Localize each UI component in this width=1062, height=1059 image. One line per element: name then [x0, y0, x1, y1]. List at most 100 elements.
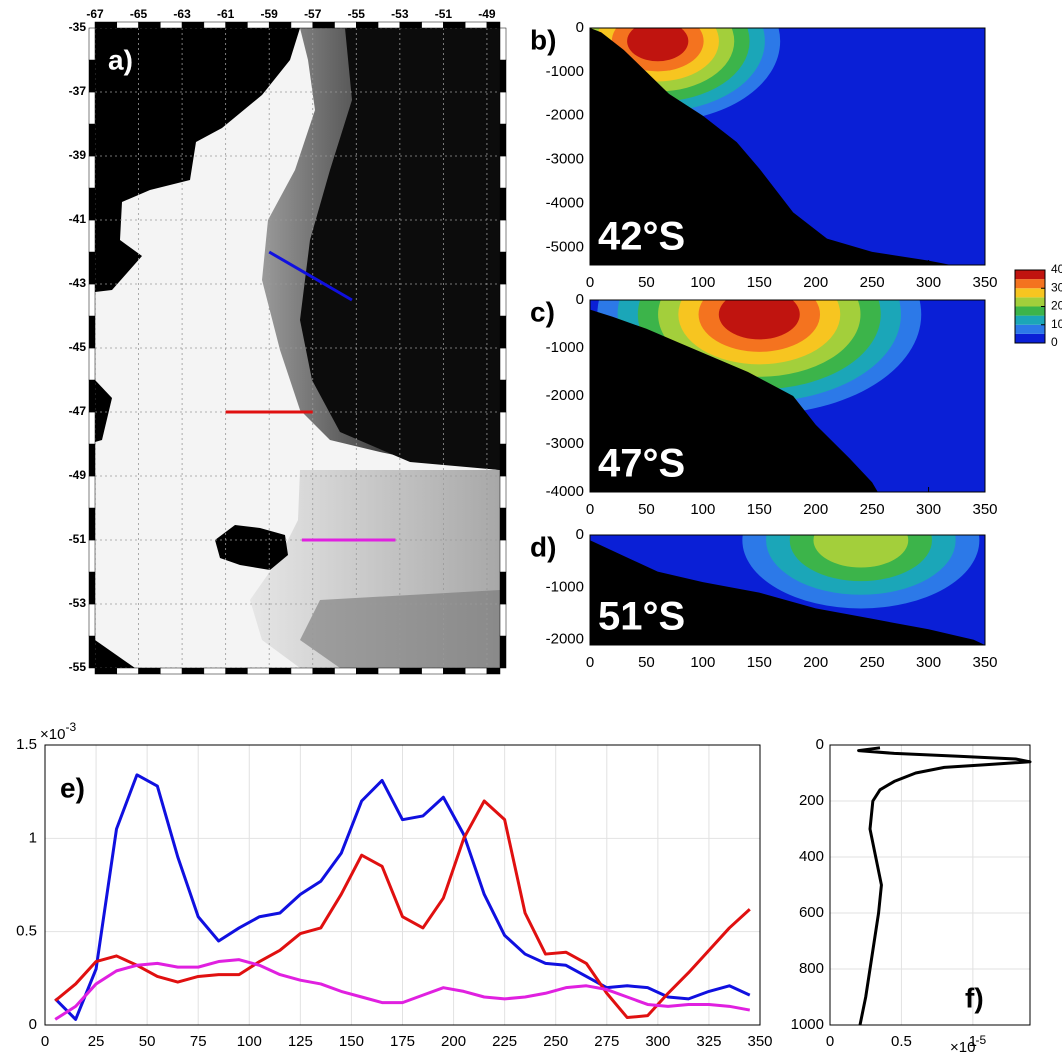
- contour-band: [718, 300, 800, 340]
- frame-segment: [464, 21, 488, 29]
- x-tick-label: 150: [747, 274, 772, 291]
- x-tick-label: 0: [586, 274, 594, 291]
- frame-segment: [334, 667, 357, 675]
- frame-segment: [88, 507, 96, 541]
- x-tick-label: 1: [969, 1033, 977, 1050]
- land: [95, 28, 300, 292]
- bathymetry: [590, 540, 985, 645]
- x-tick-label: 125: [288, 1033, 313, 1050]
- multiplier-base: ×10: [950, 1039, 975, 1056]
- axes-frame: [589, 534, 986, 646]
- colorbar-band: [1015, 324, 1045, 334]
- frame-segment: [247, 667, 270, 675]
- frame-segment: [421, 667, 444, 675]
- section-title: 51°S: [598, 595, 685, 639]
- section-title: 47°S: [598, 442, 685, 486]
- y-tick-label: 0: [576, 526, 584, 543]
- x-tick-label: 300: [916, 274, 941, 291]
- x-tick-label: 100: [237, 1033, 262, 1050]
- frame-segment: [499, 27, 507, 61]
- frame-segment: [290, 667, 313, 675]
- y-tick-label: -55: [69, 660, 87, 674]
- frame-segment: [247, 21, 270, 29]
- x-tick-label: 100: [690, 274, 715, 291]
- frame-segment: [499, 411, 507, 445]
- y-tick-label: -39: [69, 148, 87, 162]
- frame-segment: [312, 667, 335, 675]
- frame-segment: [464, 667, 488, 675]
- frame-segment: [499, 635, 507, 669]
- colorbar-band: [1015, 306, 1045, 316]
- axis-multiplier: ×10-5: [950, 1033, 986, 1056]
- frame-segment: [356, 21, 379, 29]
- frame-segment: [499, 187, 507, 221]
- axes-frame: [829, 744, 1031, 1026]
- frame-segment: [377, 667, 401, 675]
- colorbar-band: [1015, 270, 1045, 280]
- y-tick-label: -51: [69, 532, 87, 546]
- x-tick-label: 50: [638, 274, 655, 291]
- x-tick-label: 200: [803, 501, 828, 518]
- frame-segment: [499, 91, 507, 125]
- frame-segment: [160, 21, 183, 29]
- frame-segment: [499, 251, 507, 285]
- y-tick-label: -1000: [546, 578, 584, 595]
- x-tick-label: 75: [190, 1033, 207, 1050]
- x-tick-label: 250: [860, 501, 885, 518]
- frame-segment: [203, 21, 226, 29]
- y-tick-label: 0: [576, 291, 584, 308]
- x-tick-label: 150: [339, 1033, 364, 1050]
- x-tick-label: -57: [304, 7, 322, 21]
- colorbar-tick-label: 30: [1051, 280, 1062, 294]
- y-tick-label: -45: [69, 340, 87, 354]
- bathymetry: [590, 309, 878, 492]
- x-tick-label: 250: [860, 654, 885, 671]
- frame-segment: [499, 283, 507, 317]
- x-tick-label: 250: [543, 1033, 568, 1050]
- x-tick-label: 200: [441, 1033, 466, 1050]
- x-tick-label: 200: [803, 654, 828, 671]
- frame-segment: [88, 475, 96, 509]
- y-tick-label: -5000: [546, 238, 584, 255]
- data-line: [54, 799, 751, 1020]
- frame-segment: [399, 21, 422, 29]
- frame-segment: [88, 27, 96, 61]
- x-tick-label: 300: [645, 1033, 670, 1050]
- x-tick-label: 225: [492, 1033, 517, 1050]
- map-background: [95, 28, 500, 668]
- frame-segment: [499, 315, 507, 349]
- contour-band: [627, 28, 689, 62]
- frame-segment: [88, 219, 96, 253]
- x-tick-label: -53: [391, 7, 409, 21]
- x-tick-label: 150: [747, 501, 772, 518]
- x-tick-label: 250: [860, 274, 885, 291]
- y-tick-label: 0: [816, 736, 824, 753]
- x-tick-label: -49: [478, 7, 496, 21]
- y-tick-label: -1000: [546, 63, 584, 80]
- frame-segment: [486, 667, 501, 675]
- data-line: [54, 958, 751, 1021]
- frame-segment: [88, 539, 96, 573]
- x-tick-label: 100: [690, 501, 715, 518]
- frame-segment: [499, 379, 507, 413]
- x-tick-label: 350: [972, 274, 997, 291]
- panel-label: f): [965, 982, 984, 1013]
- y-tick-label: -2000: [546, 387, 584, 404]
- x-tick-label: 300: [916, 654, 941, 671]
- panel-label: d): [530, 531, 556, 562]
- x-tick-label: 350: [972, 501, 997, 518]
- frame-segment: [499, 603, 507, 637]
- x-tick-label: 350: [972, 654, 997, 671]
- frame-segment: [88, 123, 96, 157]
- frame-segment: [499, 155, 507, 189]
- y-tick-label: 600: [799, 904, 824, 921]
- frame-segment: [94, 667, 118, 675]
- bathymetry: [590, 28, 952, 265]
- frame-segment: [88, 571, 96, 605]
- x-tick-label: -67: [86, 7, 104, 21]
- x-tick-label: -55: [348, 7, 366, 21]
- multiplier-base: ×10: [40, 726, 65, 743]
- y-tick-label: 200: [799, 792, 824, 809]
- multiplier-exponent: -3: [65, 720, 76, 734]
